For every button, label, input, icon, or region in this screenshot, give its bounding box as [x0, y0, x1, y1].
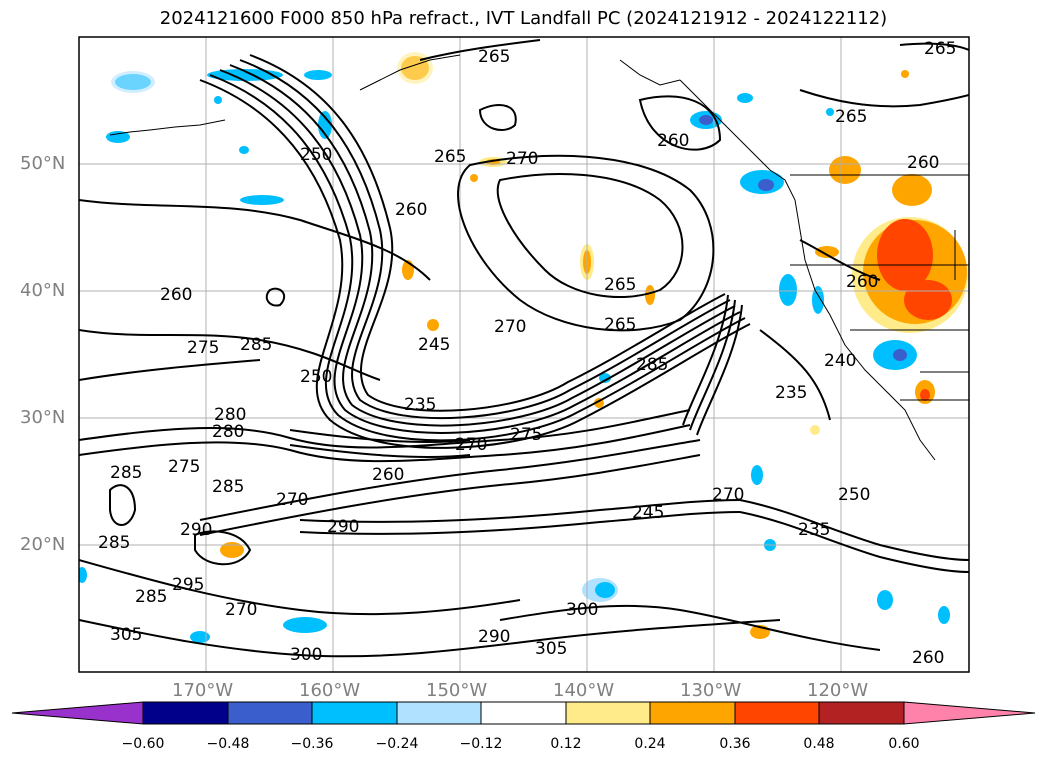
contour-label: 265 — [604, 315, 636, 335]
refractivity-contours — [79, 39, 969, 658]
contour-label: 260 — [657, 131, 689, 151]
contour-label: 300 — [566, 600, 598, 620]
contour-label: 235 — [404, 395, 436, 415]
colorbar-segment — [649, 701, 736, 725]
shaded-anomaly-patches — [79, 52, 968, 643]
contour-label: 235 — [798, 520, 830, 540]
contour-label: 260 — [846, 272, 878, 292]
contour-labels: 265 250 265 270 260 265 265 260 260 270 … — [98, 39, 956, 668]
contour-label: 250 — [300, 145, 332, 165]
contour-label: 305 — [535, 639, 567, 659]
lat-label: 20°N — [20, 534, 66, 555]
contour-label: 280 — [214, 405, 246, 425]
contour-label: 285 — [636, 355, 668, 375]
lon-label: 160°W — [299, 680, 361, 701]
coastlines — [109, 54, 969, 461]
colorbar-extend-right — [903, 701, 1036, 725]
lon-label: 130°W — [680, 680, 742, 701]
contour-label: 285 — [135, 587, 167, 607]
contour-label: 280 — [212, 422, 244, 442]
contour-label: 265 — [924, 39, 956, 59]
colorbar — [11, 701, 1036, 725]
contour-label: 290 — [180, 520, 212, 540]
contour-label: 285 — [240, 335, 272, 355]
map-title: 2024121600 F000 850 hPa refract., IVT La… — [159, 8, 888, 29]
colorbar-tick: 0.60 — [888, 736, 920, 752]
contour-label: 265 — [604, 275, 636, 295]
lon-label: 150°W — [426, 680, 488, 701]
contour-label: 270 — [712, 485, 744, 505]
contour-label: 260 — [160, 285, 192, 305]
colorbar-extend-left — [11, 701, 144, 725]
contour-label: 270 — [494, 317, 526, 337]
contour-label: 270 — [225, 600, 257, 620]
contour-label: 265 — [434, 147, 466, 167]
colorbar-segment — [565, 701, 651, 725]
colorbar-segment — [818, 701, 905, 725]
contour-label: 250 — [838, 485, 870, 505]
lon-label: 140°W — [553, 680, 615, 701]
colorbar-tick: −0.36 — [290, 736, 334, 752]
contour-label: 260 — [395, 200, 427, 220]
contour-label: 285 — [98, 533, 130, 553]
contour-label: 285 — [110, 463, 142, 483]
contour-label: 245 — [418, 335, 450, 355]
colorbar-tick: −0.24 — [375, 736, 419, 752]
colorbar-segment — [311, 701, 398, 725]
contour-label: 240 — [824, 351, 856, 371]
contour-label: 305 — [110, 625, 142, 645]
contour-label: 270 — [455, 435, 487, 455]
contour-label: 275 — [168, 457, 200, 477]
contour-label: 275 — [510, 425, 542, 445]
colorbar-tick: −0.12 — [459, 736, 503, 752]
map-panel — [79, 37, 969, 672]
colorbar-tick: 0.12 — [550, 736, 582, 752]
contour-label: 265 — [478, 47, 510, 67]
graticule — [79, 37, 969, 672]
lat-label: 40°N — [20, 280, 66, 301]
contour-label: 260 — [907, 153, 939, 173]
contour-label: 275 — [187, 338, 219, 358]
contour-label: 270 — [506, 149, 538, 169]
contour-label: 245 — [632, 503, 664, 523]
colorbar-tick: 0.36 — [719, 736, 751, 752]
map-frame — [78, 36, 970, 673]
colorbar-tick: 0.24 — [634, 736, 666, 752]
contour-label: 235 — [775, 383, 807, 403]
contour-label: 290 — [327, 517, 359, 537]
lon-label: 120°W — [807, 680, 869, 701]
colorbar-segment — [396, 701, 482, 725]
colorbar-tick: −0.48 — [206, 736, 250, 752]
contour-label: 260 — [372, 465, 404, 485]
contour-label: 295 — [172, 575, 204, 595]
colorbar-segment — [734, 701, 820, 725]
colorbar-segment — [227, 701, 313, 725]
lat-label: 50°N — [20, 153, 66, 174]
contour-label: 250 — [300, 367, 332, 387]
colorbar-tick: 0.48 — [803, 736, 835, 752]
contour-label: 270 — [276, 490, 308, 510]
lon-label: 170°W — [172, 680, 234, 701]
lat-label: 30°N — [20, 407, 66, 428]
colorbar-segment — [480, 701, 567, 725]
colorbar-segment — [142, 701, 229, 725]
contour-label: 285 — [212, 477, 244, 497]
contour-label: 260 — [912, 648, 944, 668]
contour-label: 265 — [835, 107, 867, 127]
colorbar-tick: −0.60 — [121, 736, 165, 752]
contour-label: 300 — [290, 645, 322, 665]
contour-label: 290 — [478, 627, 510, 647]
